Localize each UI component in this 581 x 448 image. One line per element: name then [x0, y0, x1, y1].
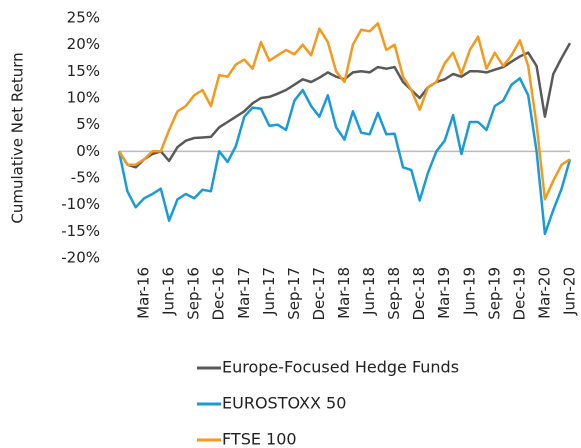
y-tick-label: -5% — [71, 169, 100, 187]
y-tick-label: -10% — [61, 195, 100, 213]
x-tick-label: Dec-19 — [510, 267, 528, 321]
x-tick-label: Jun-20 — [561, 267, 579, 316]
y-tick-label: 25% — [67, 9, 100, 27]
x-tick-label: Jun-16 — [160, 267, 178, 316]
x-tick-label: Sep-18 — [385, 267, 403, 320]
x-tick-label: Sep-19 — [485, 267, 503, 320]
x-tick-label: Mar-19 — [435, 267, 453, 319]
x-tick-label: Jun-18 — [360, 267, 378, 316]
x-tick-label: Sep-17 — [285, 267, 303, 320]
y-tick-label: 5% — [76, 115, 100, 133]
legend-label: FTSE 100 — [222, 430, 297, 448]
y-tick-label: 20% — [67, 35, 100, 53]
x-tick-label: Dec-16 — [210, 267, 228, 321]
x-tick-label: Mar-18 — [335, 267, 353, 319]
x-tick-label: Mar-16 — [135, 267, 153, 319]
x-tick-label: Dec-18 — [410, 267, 428, 321]
x-tick-label: Jun-17 — [260, 267, 278, 316]
y-tick-label: 10% — [67, 89, 100, 107]
x-tick-label: Mar-17 — [235, 267, 253, 319]
y-tick-label: -15% — [61, 222, 100, 240]
x-tick-label: Dec-17 — [310, 267, 328, 321]
y-tick-label: -20% — [61, 249, 100, 267]
legend-label: Europe-Focused Hedge Funds — [222, 358, 459, 377]
x-tick-label: Mar-20 — [535, 267, 553, 319]
legend-label: EUROSTOXX 50 — [222, 394, 346, 413]
x-tick-label: Sep-16 — [185, 267, 203, 320]
x-tick-label: Jun-19 — [460, 267, 478, 316]
series-line — [117, 77, 572, 236]
series-line — [117, 22, 571, 201]
y-axis-label: Cumulative Net Return — [9, 52, 27, 223]
y-tick-label: 0% — [76, 142, 100, 160]
y-tick-label: 15% — [67, 62, 100, 80]
